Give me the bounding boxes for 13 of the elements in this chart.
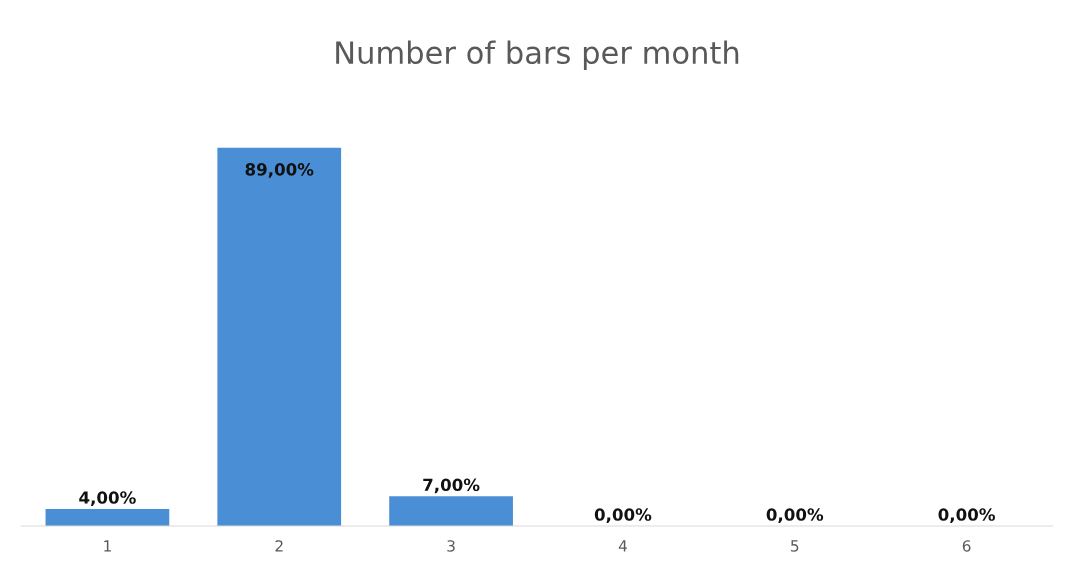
data-label: 89,00%	[245, 163, 314, 178]
x-tick-label: 4	[618, 540, 627, 552]
data-label: 0,00%	[938, 508, 995, 523]
data-label: 0,00%	[766, 508, 824, 523]
data-label: 4,00%	[79, 491, 136, 506]
chart-title: Number of bars per month	[336, 40, 739, 71]
x-tick-label: 5	[791, 540, 799, 552]
data-label: 7,00%	[423, 478, 480, 494]
data-label: 0,00%	[594, 508, 652, 523]
x-tick-label: 6	[962, 540, 971, 552]
x-tick-label: 2	[275, 540, 283, 552]
x-tick-label: 3	[447, 540, 455, 552]
x-tick-label: 1	[104, 540, 111, 552]
